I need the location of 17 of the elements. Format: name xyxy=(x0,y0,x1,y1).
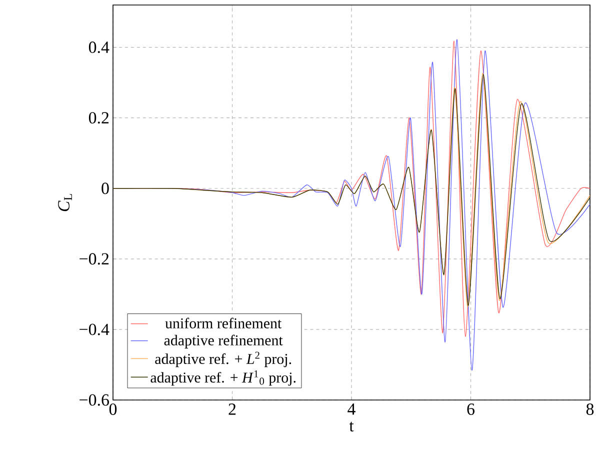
y-tick-label: −0.2 xyxy=(80,253,109,265)
y-tick-label: 0 xyxy=(102,182,109,194)
x-tick-label: 8 xyxy=(586,404,594,415)
y-tick-label: −0.4 xyxy=(80,324,110,336)
x-tick-label: 6 xyxy=(467,404,474,415)
y-tick-label: 0.2 xyxy=(88,112,109,124)
x-axis-title: t xyxy=(349,422,354,432)
legend-label: adaptive ref. + L$^{2}$ proj. xyxy=(155,352,292,368)
x-tick-label: 4 xyxy=(348,404,356,415)
y-tick-label: −0.6 xyxy=(80,394,109,406)
x-tick-label: 2 xyxy=(228,404,236,415)
y-tick-label: 0.4 xyxy=(88,42,110,54)
legend-label: uniform refinement xyxy=(165,318,282,328)
legend-label: adaptive refinement xyxy=(164,334,283,348)
x-tick-label: 0 xyxy=(109,404,117,415)
legend-label: adaptive ref. + H$^{1}$$_{0}$ proj. xyxy=(150,370,296,386)
y-axis-title: C$_{L}$ xyxy=(58,194,72,212)
